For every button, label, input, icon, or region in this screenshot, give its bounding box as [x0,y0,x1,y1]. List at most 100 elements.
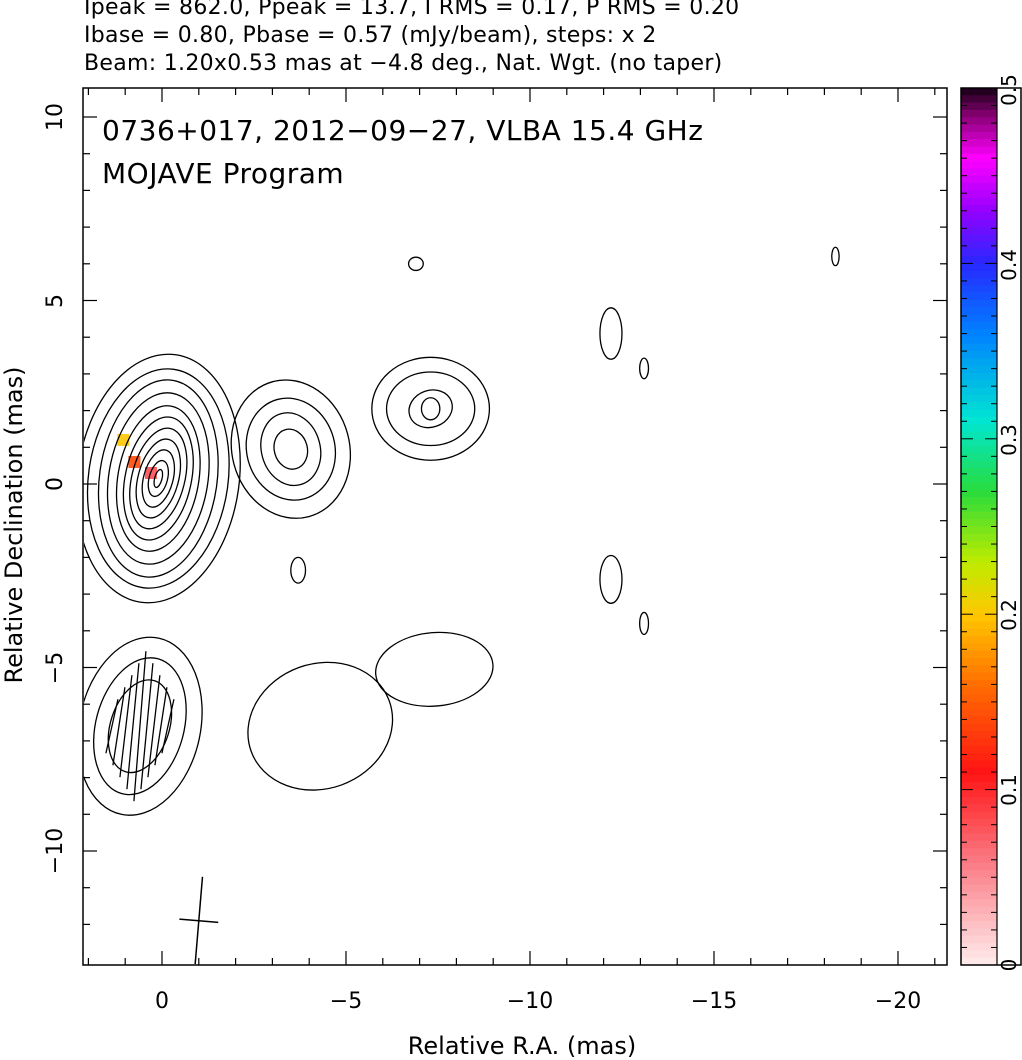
colorbar-segment [961,190,997,199]
colorbar-segment [961,117,997,126]
contour-knot-c [408,389,453,429]
colorbar-segment [961,818,997,827]
colorbar-segment [961,592,997,601]
colorbar-segment [961,380,997,389]
contour-small [599,307,623,360]
colorbar-segment [961,343,997,352]
colorbar-segment [961,789,997,798]
pol-vector [105,699,119,754]
colorbar-segment [961,679,997,688]
colorbar-segment [961,394,997,403]
colorbar-segment [961,299,997,308]
colorbar-segment [961,212,997,221]
colorbar-segment [961,519,997,528]
colorbar-segment [961,446,997,455]
pol-vector [112,687,126,766]
colorbar-segment [961,650,997,659]
contour-core [129,427,188,530]
pol-vector [119,675,133,778]
colorbar-segment [961,321,997,330]
colorbar-segment [961,489,997,498]
colorbar-segment [961,774,997,783]
contour-core [153,468,164,489]
colorbar-label: 0.4 [997,249,1021,281]
colorbar-segment [961,643,997,652]
colorbar-segment [961,921,997,930]
contour-core [135,438,182,519]
contour-knot-c [385,371,476,447]
x-tick-label: −15 [691,989,737,1014]
colorbar-segment [961,606,997,615]
contour-core [106,392,210,565]
colorbar-frame [960,87,1022,966]
colorbar [961,87,998,966]
pol-vector [126,663,140,790]
colorbar-segment [961,913,997,922]
header-line-2: Ibase = 0.80, Pbase = 0.57 (mJy/beam), s… [84,23,657,48]
colorbar-segment [961,614,997,623]
colorbar-segment [961,884,997,893]
colorbar-segment [961,256,997,264]
contour-small [290,556,307,584]
y-tick-label: −5 [43,652,68,684]
colorbar-segment [961,219,997,228]
colorbar-segment [961,548,997,557]
colorbar-segment [961,687,997,696]
colorbar-segment [961,175,997,184]
contour-core [147,459,170,498]
colorbar-segment [961,504,997,513]
colorbar-segment [961,716,997,725]
plot-frame [82,87,948,966]
colorbar-segment [961,226,997,235]
colorbar-label: 0 [997,959,1021,972]
contour-knot-b [245,397,337,501]
colorbar-segment [961,570,997,579]
colorbar-label: 0.5 [997,74,1021,106]
colorbar-label: 0.2 [997,599,1021,631]
colorbar-segment [961,745,997,754]
colorbar-segment [961,599,997,608]
colorbar-segment [961,511,997,520]
colorbar-segment [961,555,997,564]
colorbar-segment [961,278,997,286]
colorbar-segment [961,891,997,900]
contour-core [86,368,230,589]
colorbar-label: 0.1 [997,774,1021,806]
colorbar-segment [961,862,997,871]
colorbar-segment [961,183,997,191]
y-axis-title: Relative Declination (mas) [0,366,28,683]
colorbar-segment [961,840,997,849]
colorbar-segment [961,285,997,294]
colorbar-segment [961,124,997,133]
axis-ticks [83,88,947,965]
colorbar-segment [961,563,997,571]
contour-small [639,611,650,636]
x-tick-label: −5 [330,989,362,1014]
colorbar-segment [961,307,997,316]
colorbar-segment [961,438,997,447]
colorbar-segment [961,723,997,732]
colorbar-label: 0.3 [997,424,1021,456]
colorbar-segment [961,701,997,710]
colorbar-segment [961,672,997,681]
colorbar-segment [961,373,997,381]
colorbar-segment [961,636,997,645]
colorbar-segment [961,621,997,630]
colorbar-segment [961,468,997,476]
colorbar-segment [961,957,997,966]
colorbar-segment [961,131,997,140]
colorbar-segment [961,943,997,951]
colorbar-segment [961,168,997,177]
colorbar-segment [961,658,997,666]
colorbar-segment [961,314,997,323]
colorbar-segment [961,402,997,411]
colorbar-segment [961,497,997,506]
colorbar-segment [961,709,997,718]
colorbar-segment [961,241,997,250]
contour-knot-b [273,428,309,470]
colorbar-segment [961,928,997,937]
colorbar-segment [961,848,997,856]
colorbar-segment [961,109,997,118]
contour-small [599,554,623,604]
colorbar-segment [961,139,997,148]
